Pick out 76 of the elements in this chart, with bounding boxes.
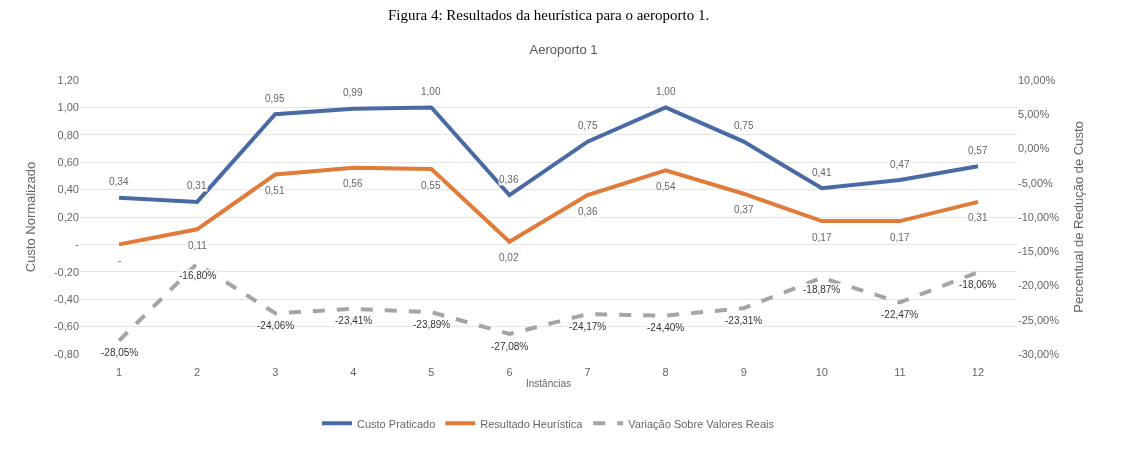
data-label: - bbox=[118, 255, 122, 266]
data-label: -24,40% bbox=[647, 322, 685, 333]
x-tick-label: 7 bbox=[584, 366, 591, 378]
x-tick-label: 5 bbox=[428, 366, 435, 378]
y-tick-label: 0,60 bbox=[57, 156, 79, 169]
data-label: 0,75 bbox=[734, 120, 754, 131]
data-label: 0,02 bbox=[499, 252, 519, 263]
data-label: 0,31 bbox=[968, 212, 988, 223]
y-tick-label: 0,20 bbox=[57, 210, 79, 223]
legend-label: Variação Sobre Valores Reais bbox=[628, 417, 775, 430]
data-label: 0,51 bbox=[265, 185, 285, 196]
data-label: 0,31 bbox=[187, 180, 207, 191]
y2-axis-title: Percentual de Redução de Custo bbox=[1070, 121, 1086, 313]
y-tick-label: - bbox=[75, 238, 80, 251]
data-label: -23,41% bbox=[335, 315, 373, 326]
data-label: 0,75 bbox=[578, 120, 598, 131]
x-tick-label: 2 bbox=[194, 366, 201, 378]
y2-tick-label: -30,00% bbox=[1018, 347, 1060, 360]
data-label: -22,47% bbox=[881, 309, 919, 320]
y-tick-label: 0,40 bbox=[57, 183, 79, 196]
data-label: 0,57 bbox=[968, 145, 988, 156]
y-tick-label: -0,40 bbox=[53, 293, 79, 306]
data-label: 0,47 bbox=[890, 159, 910, 170]
data-label: 0,56 bbox=[343, 178, 363, 189]
data-label: 0,34 bbox=[109, 176, 129, 187]
data-label: -24,17% bbox=[569, 321, 607, 332]
data-label: 1,00 bbox=[656, 86, 676, 97]
y2-tick-label: -10,00% bbox=[1018, 210, 1060, 223]
data-label: -23,31% bbox=[725, 315, 763, 326]
y-tick-label: 1,20 bbox=[57, 73, 79, 86]
y2-tick-label: -20,00% bbox=[1018, 279, 1060, 292]
y-tick-label: 0,80 bbox=[57, 128, 79, 141]
data-label: -23,89% bbox=[413, 319, 451, 330]
data-label: 1,00 bbox=[421, 86, 441, 97]
data-label: -18,06% bbox=[959, 279, 997, 290]
data-label: -28,05% bbox=[101, 347, 139, 358]
data-label: 0,41 bbox=[812, 167, 832, 178]
data-label: 0,11 bbox=[188, 240, 208, 251]
x-axis-title: Instâncias bbox=[525, 377, 572, 389]
x-tick-label: 10 bbox=[815, 366, 828, 378]
data-label: 0,36 bbox=[578, 206, 598, 217]
y-tick-label: -0,60 bbox=[53, 320, 79, 333]
x-tick-label: 11 bbox=[894, 366, 906, 378]
y2-tick-label: -5,00% bbox=[1018, 176, 1054, 189]
x-tick-label: 4 bbox=[350, 366, 357, 378]
data-label: 0,36 bbox=[499, 174, 519, 185]
legend-label: Resultado Heurística bbox=[480, 417, 584, 430]
y-tick-label: -0,20 bbox=[53, 265, 79, 278]
chart-title: Aeroporto 1 bbox=[529, 42, 598, 58]
x-tick-label: 9 bbox=[740, 366, 747, 378]
x-tick-label: 1 bbox=[115, 366, 123, 378]
y2-tick-label: 0,00% bbox=[1018, 142, 1050, 155]
data-label: 0,95 bbox=[265, 93, 285, 104]
y-axis-title: Custo Normalizado bbox=[22, 161, 38, 273]
text: Figura 4: Resultados da heurística para o aeroporto 1. bbox=[388, 7, 710, 23]
data-label: -16,80% bbox=[179, 270, 217, 281]
x-tick-label: 12 bbox=[971, 366, 985, 378]
data-label: 0,17 bbox=[812, 232, 832, 243]
data-label: 0,17 bbox=[890, 232, 910, 243]
y-tick-label: -0,80 bbox=[53, 347, 79, 360]
data-label: -27,08% bbox=[491, 341, 529, 352]
y2-tick-label: 10,00% bbox=[1018, 73, 1056, 86]
data-label: 0,55 bbox=[421, 180, 441, 191]
y-tick-label: 1,00 bbox=[57, 101, 79, 114]
y2-tick-label: 5,00% bbox=[1018, 108, 1050, 121]
y2-tick-label: -15,00% bbox=[1018, 245, 1060, 258]
x-tick-label: 3 bbox=[272, 366, 279, 378]
data-label: 0,37 bbox=[734, 204, 754, 215]
legend-label: Custo Praticado bbox=[357, 417, 436, 430]
data-label: -18,87% bbox=[803, 284, 841, 295]
y2-tick-label: -25,00% bbox=[1018, 313, 1060, 326]
data-label: 0,54 bbox=[656, 181, 676, 192]
x-tick-label: 6 bbox=[506, 366, 513, 378]
x-tick-label: 8 bbox=[662, 366, 669, 378]
data-label: -24,06% bbox=[257, 320, 295, 331]
data-label: 0,99 bbox=[343, 87, 363, 98]
